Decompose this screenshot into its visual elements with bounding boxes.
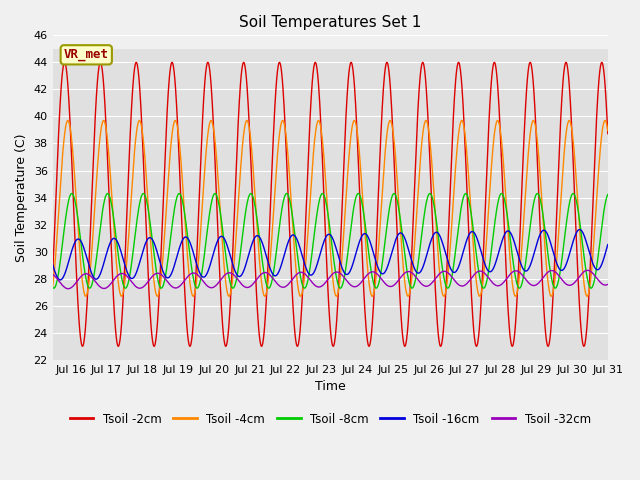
Line: Tsoil -4cm: Tsoil -4cm (52, 120, 608, 296)
Tsoil -16cm (285, 238, 292, 244)
Tsoil -8cm (296, 271, 304, 277)
Tsoil -2cm (150, 343, 158, 349)
Tsoil -16cm (92, 276, 100, 282)
Tsoil -4cm (49, 283, 56, 289)
Tsoil -2cm (115, 343, 122, 349)
Line: Tsoil -16cm: Tsoil -16cm (52, 229, 608, 280)
Tsoil -32cm (584, 267, 591, 273)
Tsoil -2cm (296, 328, 304, 334)
Line: Tsoil -32cm: Tsoil -32cm (52, 270, 608, 289)
Tsoil -2cm (365, 343, 372, 349)
Tsoil -16cm (604, 242, 612, 248)
Tsoil -2cm (604, 131, 612, 136)
Tsoil -32cm (115, 272, 122, 277)
Tsoil -32cm (92, 279, 100, 285)
Tsoil -8cm (92, 262, 99, 267)
Title: Soil Temperatures Set 1: Soil Temperatures Set 1 (239, 15, 421, 30)
Tsoil -16cm (576, 227, 584, 232)
Tsoil -16cm (306, 272, 314, 278)
Tsoil -16cm (115, 241, 122, 247)
Legend: Tsoil -2cm, Tsoil -4cm, Tsoil -8cm, Tsoil -16cm, Tsoil -32cm: Tsoil -2cm, Tsoil -4cm, Tsoil -8cm, Tsoi… (65, 408, 595, 431)
Tsoil -4cm (604, 128, 612, 133)
Tsoil -16cm (365, 236, 372, 241)
Tsoil -4cm (422, 118, 430, 123)
Tsoil -16cm (49, 262, 56, 267)
Tsoil -2cm (285, 205, 292, 211)
Tsoil -32cm (604, 282, 612, 288)
Tsoil -2cm (92, 107, 99, 112)
Tsoil -8cm (306, 265, 314, 271)
Tsoil -8cm (115, 252, 122, 258)
Y-axis label: Soil Temperature (C): Soil Temperature (C) (15, 133, 28, 262)
Line: Tsoil -2cm: Tsoil -2cm (52, 62, 608, 346)
Tsoil -8cm (604, 192, 612, 197)
Tsoil -8cm (365, 252, 372, 258)
Tsoil -32cm (285, 281, 292, 287)
Tsoil -2cm (454, 60, 462, 65)
Tsoil -8cm (444, 285, 452, 291)
Tsoil -2cm (306, 116, 314, 121)
Tsoil -32cm (49, 272, 56, 277)
Tsoil -4cm (306, 198, 314, 204)
Tsoil -32cm (306, 277, 314, 283)
Tsoil -16cm (296, 245, 304, 251)
Tsoil -16cm (56, 277, 64, 283)
Tsoil -32cm (65, 286, 72, 292)
Tsoil -4cm (296, 293, 304, 299)
Tsoil -4cm (92, 191, 99, 197)
Tsoil -4cm (365, 279, 372, 285)
Bar (52, 36, 608, 49)
Line: Tsoil -8cm: Tsoil -8cm (52, 193, 608, 288)
Tsoil -2cm (49, 272, 56, 278)
Tsoil -32cm (296, 269, 304, 275)
Tsoil -8cm (140, 191, 147, 196)
Tsoil -8cm (285, 193, 292, 199)
Tsoil -8cm (49, 284, 56, 290)
Tsoil -4cm (285, 160, 292, 166)
X-axis label: Time: Time (315, 380, 346, 393)
Tsoil -4cm (118, 293, 125, 299)
Tsoil -4cm (115, 279, 122, 285)
Text: VR_met: VR_met (64, 48, 109, 61)
Tsoil -32cm (365, 270, 372, 276)
